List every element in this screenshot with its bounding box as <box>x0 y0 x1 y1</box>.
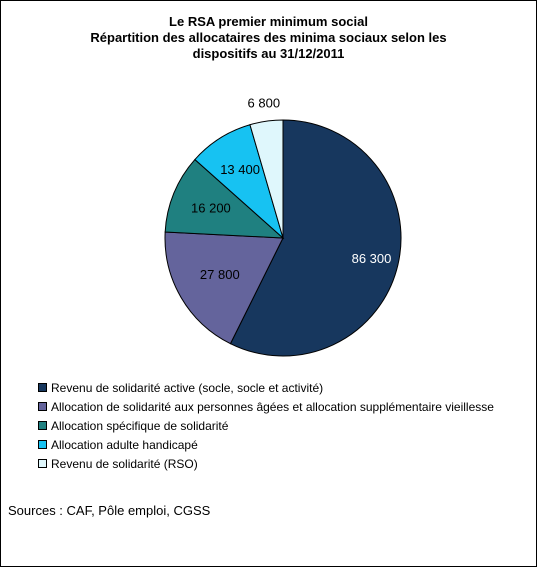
legend-item-rsa: Revenu de solidarité active (socle, socl… <box>38 378 494 397</box>
title-line-1: Le RSA premier minimum social <box>169 14 368 29</box>
pie-data-labels: 86 300 27 800 16 200 13 400 6 800 <box>191 95 392 282</box>
legend: Revenu de solidarité active (socle, socl… <box>38 378 494 473</box>
pie-slice-rso <box>249 119 284 239</box>
legend-label-aah: Allocation adulte handicapé <box>51 437 198 452</box>
legend-swatch-aah <box>38 440 47 449</box>
legend-item-rso: Revenu de solidarité (RSO) <box>38 454 494 473</box>
data-label-ass: 16 200 <box>191 200 231 215</box>
data-label-rsa: 86 300 <box>352 251 392 266</box>
legend-item-aspa: Allocation de solidarité aux personnes â… <box>38 397 494 416</box>
pie-slice-aspa <box>164 231 284 345</box>
legend-item-ass: Allocation spécifique de solidarité <box>38 416 494 435</box>
title-line-3: dispositifs au 31/12/2011 <box>192 46 345 61</box>
data-label-aah: 13 400 <box>220 162 260 177</box>
pie-slice-rsa <box>229 119 402 357</box>
legend-label-rsa: Revenu de solidarité active (socle, socl… <box>51 380 324 395</box>
legend-label-rso: Revenu de solidarité (RSO) <box>51 456 198 471</box>
legend-swatch-rsa <box>38 383 47 392</box>
data-label-rso: 6 800 <box>248 95 281 110</box>
pie-slice-ass <box>164 158 285 239</box>
chart-title: Le RSA premier minimum social Répartitio… <box>0 14 537 62</box>
legend-swatch-rso <box>38 459 47 468</box>
legend-label-ass: Allocation spécifique de solidarité <box>51 418 229 433</box>
title-line-2: Répartition des allocataires des minima … <box>90 30 447 45</box>
legend-swatch-aspa <box>38 402 47 411</box>
sources-note: Sources : CAF, Pôle emploi, CGSS <box>8 503 211 518</box>
data-label-aspa: 27 800 <box>200 267 240 282</box>
pie-slices <box>164 119 402 357</box>
legend-label-aspa: Allocation de solidarité aux personnes â… <box>51 399 494 414</box>
legend-swatch-ass <box>38 421 47 430</box>
legend-item-aah: Allocation adulte handicapé <box>38 435 494 454</box>
